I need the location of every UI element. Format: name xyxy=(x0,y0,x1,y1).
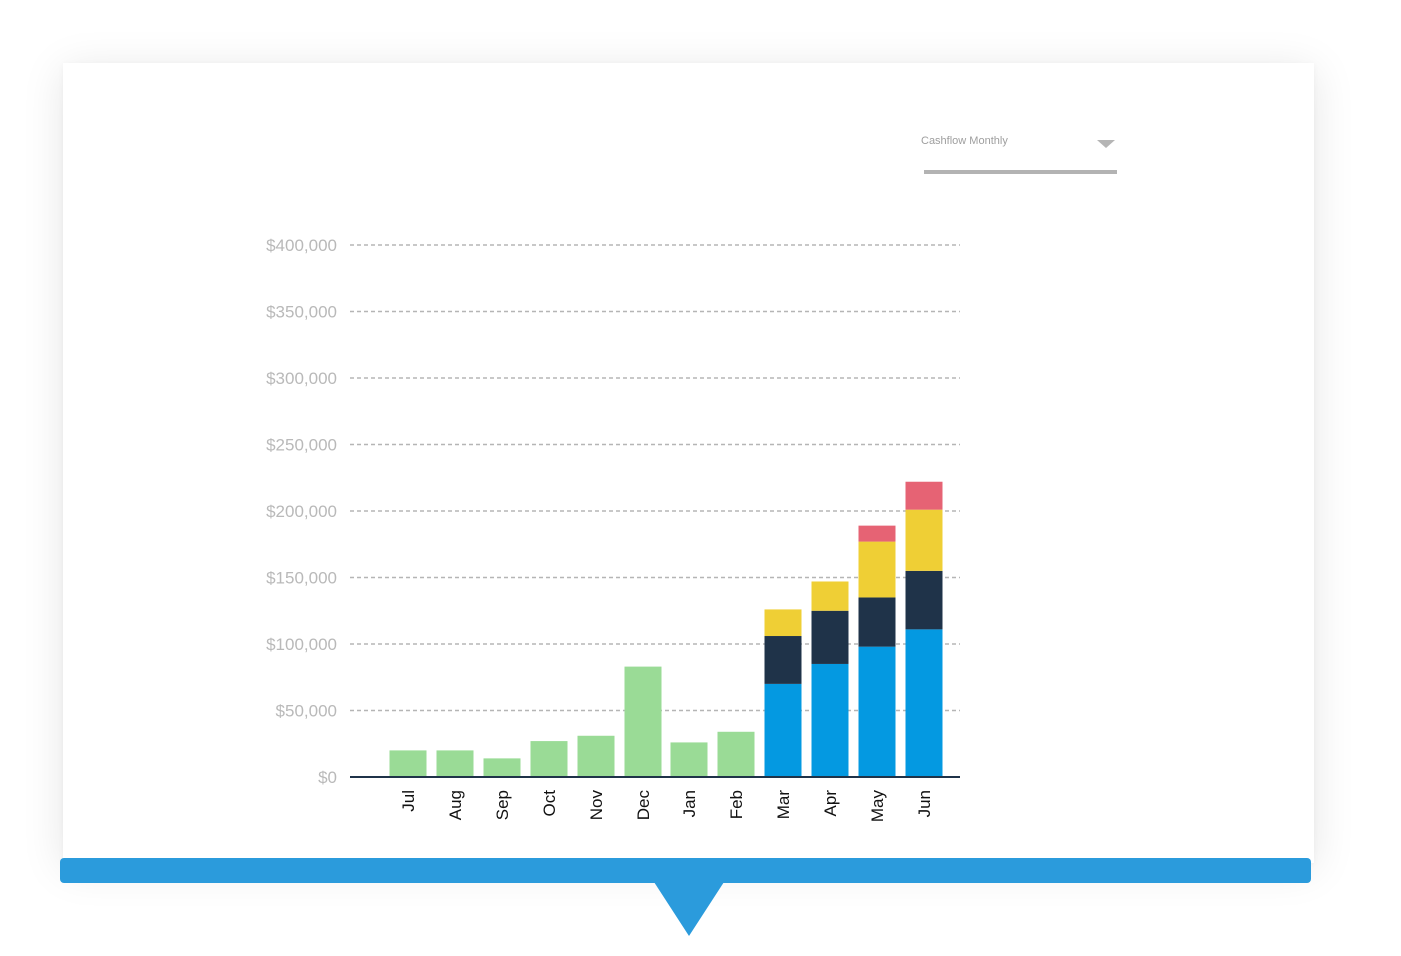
bar-segment-may-1 xyxy=(858,646,896,777)
bar-segment-oct-0 xyxy=(530,741,568,777)
bar-segment-apr-3 xyxy=(811,581,849,611)
x-tick-label: Oct xyxy=(540,790,559,817)
x-tick-label: Jun xyxy=(915,790,934,817)
bar-segment-mar-1 xyxy=(764,683,802,777)
y-tick-label: $300,000 xyxy=(266,369,337,388)
x-tick-label: Sep xyxy=(493,790,512,820)
y-tick-label: $100,000 xyxy=(266,635,337,654)
bar-segment-mar-2 xyxy=(764,636,802,684)
bar-segment-jun-3 xyxy=(905,509,943,571)
y-tick-label: $250,000 xyxy=(266,436,337,455)
bar-segment-jun-4 xyxy=(905,481,943,510)
y-tick-label: $200,000 xyxy=(266,502,337,521)
bar-segment-dec-0 xyxy=(624,666,662,777)
bar-segment-sep-0 xyxy=(483,758,521,777)
bar-segment-apr-2 xyxy=(811,610,849,664)
bar-segment-nov-0 xyxy=(577,735,615,777)
dropdown-selected-label: Cashflow Monthly xyxy=(921,135,1008,147)
y-tick-label: $400,000 xyxy=(266,236,337,255)
x-tick-label: Apr xyxy=(821,790,840,817)
bar-segment-jan-0 xyxy=(670,742,708,777)
x-tick-label: Mar xyxy=(774,790,793,820)
bar-segment-may-2 xyxy=(858,597,896,647)
chart-card xyxy=(63,63,1314,863)
chevron-down-icon xyxy=(1097,140,1115,148)
chart-type-dropdown[interactable]: Cashflow Monthly xyxy=(921,128,1117,176)
bar-segment-jun-1 xyxy=(905,629,943,777)
bar-segment-may-4 xyxy=(858,525,896,542)
bars-layer xyxy=(389,481,943,777)
x-tick-label: Nov xyxy=(587,790,606,821)
y-tick-label: $50,000 xyxy=(276,702,337,721)
dropdown-underline xyxy=(924,170,1117,174)
x-tick-label: Dec xyxy=(634,790,653,821)
bar-segment-mar-3 xyxy=(764,609,802,637)
y-tick-label: $150,000 xyxy=(266,569,337,588)
y-tick-label: $0 xyxy=(318,768,337,787)
bar-segment-may-3 xyxy=(858,541,896,598)
y-tick-labels: $0 $50,000 $100,000 $150,000 $200,000 $250,00… xyxy=(266,236,337,787)
bar-segment-apr-1 xyxy=(811,663,849,777)
y-tick-label: $350,000 xyxy=(266,303,337,322)
x-tick-label: Aug xyxy=(446,790,465,820)
footer-accent-bar xyxy=(60,858,1311,883)
bar-segment-aug-0 xyxy=(436,750,474,777)
bar-segment-jul-0 xyxy=(389,750,427,777)
x-tick-labels: Jul Aug Sep Oct Nov Dec Jan Feb Mar Apr May Jun xyxy=(399,790,934,823)
x-tick-label: May xyxy=(868,790,887,823)
bar-segment-feb-0 xyxy=(717,731,755,777)
x-tick-label: Jul xyxy=(399,790,418,812)
x-tick-label: Feb xyxy=(727,790,746,819)
pointer-triangle-icon xyxy=(654,882,724,936)
bar-segment-jun-2 xyxy=(905,570,943,630)
x-tick-label: Jan xyxy=(680,790,699,817)
